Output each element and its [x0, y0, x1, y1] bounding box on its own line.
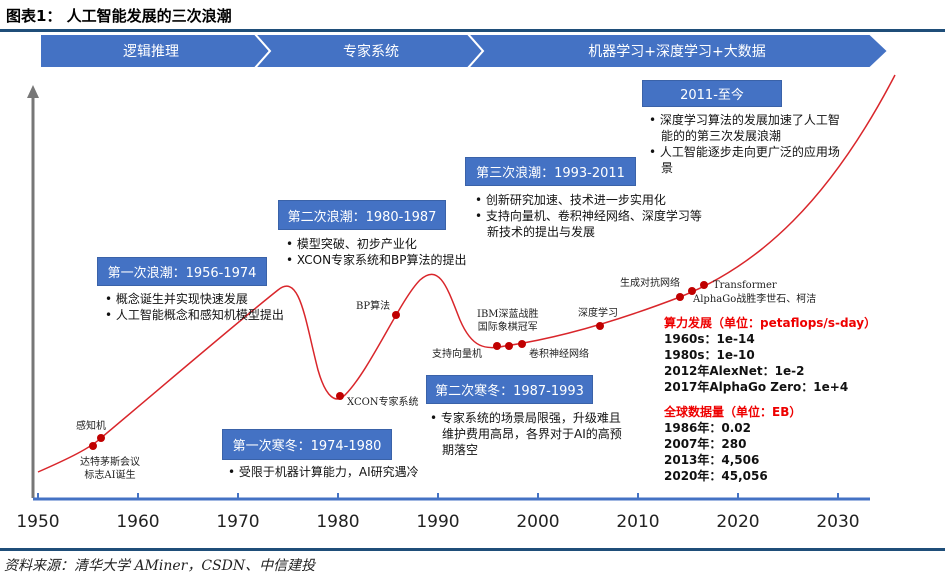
wave-1-bullets: • 概念诞生并实现快速发展 • 人工智能概念和感知机模型提出 [105, 292, 284, 322]
y-axis-arrow [27, 85, 39, 98]
phase-expert-systems: 专家系统 [343, 44, 399, 60]
data-volume-item: 2013年：4,506 [664, 453, 760, 467]
stats-panel: 算力发展（单位：petaflops/s-day） 1960s：1e-14 198… [664, 315, 876, 484]
data-volume-item: 2020年：45,056 [664, 469, 768, 483]
winter-2-box: 第二次寒冬：1987-1993 [426, 375, 593, 404]
current-era-box: 2011-至今 [642, 80, 782, 107]
label-perceptron: 感知机 [76, 421, 106, 432]
x-tick-label: 2030 [816, 512, 860, 532]
x-tick-label: 1970 [216, 512, 260, 532]
bottom-rule [0, 548, 945, 551]
wave-2-box: 第二次浪潮：1980-1987 [278, 200, 446, 230]
label-deep-learning: 深度学习 [578, 308, 618, 319]
compute-item: 2017年AlphaGo Zero：1e+4 [664, 380, 849, 394]
label-transformer: Transformer [713, 280, 777, 291]
compute-item: 2012年AlexNet：1e-2 [664, 364, 805, 378]
compute-item: 1960s：1e-14 [664, 332, 755, 346]
wave-3-bullets: • 创新研究加速、技术进一步实用化 • 支持向量机、卷积神经网络、深度学习等新技术… [475, 193, 702, 239]
label-cnn: 卷积神经网络 [529, 349, 589, 360]
winter-1-bullets: • 受限于机器计算能力，AI研究遇冷 [228, 465, 419, 479]
x-tick-label: 2010 [616, 512, 660, 532]
wave-2-bullets: • 模型突破、初步产业化 • XCON专家系统和BP算法的提出 [286, 237, 467, 267]
data-volume-item: 2007年：280 [664, 437, 747, 451]
phase-logic-reasoning: 逻辑推理 [123, 44, 179, 60]
event-dots [89, 281, 708, 450]
top-rule [0, 29, 945, 32]
x-tick-label: 1950 [16, 512, 60, 532]
data-volume-heading: 全球数据量（单位：EB） [664, 405, 802, 419]
source-note: 资料来源：清华大学 AMiner，CSDN、中信建投 [4, 558, 316, 574]
phase-arrow-3 [465, 33, 890, 69]
winter-2-bullets: • 专家系统的场景局限强，升级难且维护费用高昂，各界对于AI的高预期落空 [430, 411, 622, 457]
label-svm: 支持向量机 [432, 349, 482, 360]
label-bp: BP算法 [356, 301, 391, 312]
label-gan: 生成对抗网络 [620, 278, 680, 289]
label-alphago: AlphaGo战胜李世石、柯洁 [693, 294, 817, 305]
label-ibm-deep-blue: IBM深蓝战胜 国际象棋冠军 [477, 309, 539, 333]
wave-1-box: 第一次浪潮：1956-1974 [97, 257, 267, 286]
label-xcon: XCON专家系统 [347, 397, 419, 408]
figure-title: 图表1： 人工智能发展的三次浪潮 [6, 7, 232, 25]
x-tick-label: 2000 [516, 512, 560, 532]
wave-3-box: 第三次浪潮：1993-2011 [465, 157, 636, 186]
x-tick-label: 1980 [316, 512, 360, 532]
compute-heading: 算力发展（单位：petaflops/s-day） [664, 316, 877, 330]
current-era-bullets: • 深度学习算法的发展加速了人工智能的的第三次发展浪潮 • 人工智能逐步走向更广泛… [649, 113, 840, 175]
label-dartmouth: 达特茅斯会议 标志AI诞生 [80, 457, 140, 481]
x-tick-label: 1960 [116, 512, 160, 532]
phase-ml-dl-bigdata: 机器学习+深度学习+大数据 [588, 44, 766, 60]
x-tick-label: 2020 [716, 512, 760, 532]
x-tick-label: 1990 [416, 512, 460, 532]
x-axis-ticks [37, 493, 839, 499]
winter-1-box: 第一次寒冬：1974-1980 [222, 429, 392, 460]
compute-item: 1980s：1e-10 [664, 348, 755, 362]
data-volume-item: 1986年：0.02 [664, 421, 752, 435]
